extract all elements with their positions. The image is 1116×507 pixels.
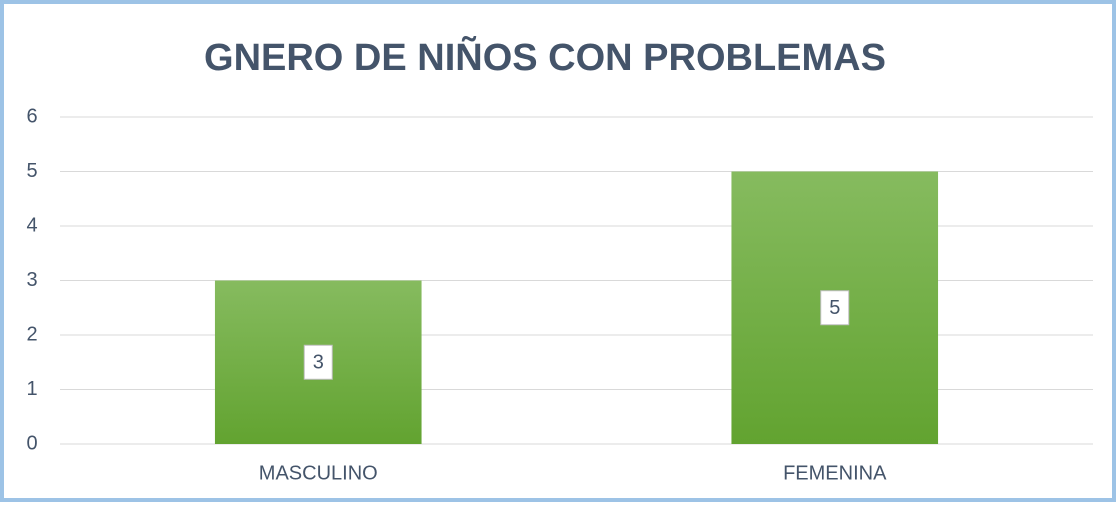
y-tick-label: 3	[26, 269, 37, 291]
data-label: 5	[829, 297, 840, 319]
y-tick-label: 6	[26, 105, 37, 127]
data-label-box	[820, 290, 850, 326]
y-tick-label: 0	[26, 432, 37, 454]
y-tick-label: 1	[26, 378, 37, 400]
x-tick-label: FEMENINA	[783, 462, 887, 484]
data-label: 3	[313, 352, 324, 374]
y-tick-label: 5	[26, 160, 37, 182]
y-tick-label: 4	[26, 214, 37, 236]
y-tick-label: 2	[26, 323, 37, 345]
x-tick-label: MASCULINO	[259, 462, 378, 484]
data-label-box	[303, 344, 333, 380]
chart-title: GNERO DE NIÑOS CON PROBLEMAS	[204, 35, 886, 79]
